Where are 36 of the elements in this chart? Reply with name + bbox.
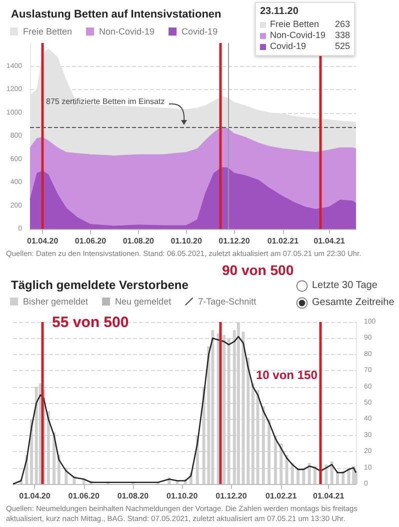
annotation: 10 von 150 <box>256 368 318 382</box>
legend-label: Neu gemeldet <box>115 296 172 306</box>
x-tick-label: 01.02.21 <box>267 236 300 246</box>
text: Letzte 30 Tage <box>311 280 378 292</box>
x-tick-label: 01.12.20 <box>218 236 250 246</box>
x-tick-label: 01.04.21 <box>313 492 345 500</box>
legend-label: 7-Tage-Schnitt <box>198 296 257 306</box>
x-tick-label: 01.04.20 <box>27 236 59 246</box>
legend-label: Covid-19 <box>182 26 218 36</box>
annotation: 55 von 500 <box>52 314 129 331</box>
x-tick-label: 01.06.20 <box>68 492 100 500</box>
chart-title: Täglich gemeldete Verstorbene <box>11 278 189 292</box>
chart-title: Auslastung Betten auf Intensivstationen <box>11 8 222 20</box>
x-tick-label: 01.08.20 <box>117 492 150 500</box>
x-tick-label: 01.12.20 <box>216 492 248 500</box>
text: 23.11.20 <box>260 6 300 17</box>
x-tick-label: 01.02.21 <box>266 492 298 500</box>
legend-label: Freie Betten <box>23 26 72 36</box>
text: Freie Betten <box>270 19 320 30</box>
annotation: 525 <box>334 41 350 52</box>
text: 338 <box>334 30 350 41</box>
x-tick-label: 01.06.20 <box>74 236 107 246</box>
x-tick-label: 01.08.20 <box>122 236 155 246</box>
annotation: Covid-19 <box>270 41 308 52</box>
text: 263 <box>334 19 350 30</box>
legend-label: Bisher gemeldet <box>23 296 89 306</box>
line-series <box>12 336 357 485</box>
x-tick-label: 01.04.21 <box>314 236 346 246</box>
x-tick-label: 01.04.20 <box>19 492 51 500</box>
legend-label: Non-Covid-19 <box>99 26 155 36</box>
x-tick-label: 01.10.20 <box>170 236 202 246</box>
ref-line-label: 875 zertifizierte Betten im Einsatz <box>46 96 165 106</box>
text: Gesamte Zeitreihe <box>311 297 394 309</box>
x-tick-label: 01.10.20 <box>166 492 198 500</box>
text: Non-Covid-19 <box>270 30 327 41</box>
text: 90 von 500 <box>222 262 294 278</box>
